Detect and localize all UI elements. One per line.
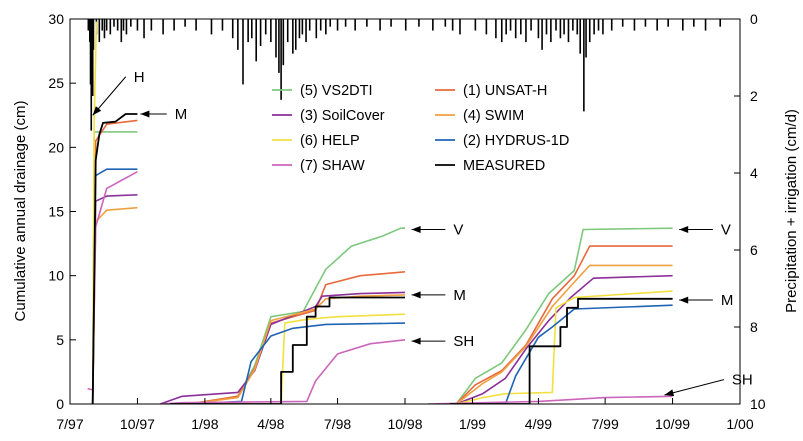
annotation-arrow-head: [679, 296, 689, 304]
series-line-2-hydrus-1d: [188, 322, 406, 404]
series-line-1-unsat-h: [455, 245, 673, 404]
y-tick-label: 15: [48, 204, 64, 220]
series-line-4-swim: [188, 294, 406, 404]
legend-label: MEASURED: [463, 158, 545, 174]
series-line-5-vs2dti: [455, 227, 673, 404]
x-tick-label: 10/97: [120, 416, 155, 432]
series-line-2-hydrus-1d: [456, 304, 673, 404]
legend-label: (1) UNSAT-H: [463, 83, 547, 99]
y-tick-label: 25: [48, 75, 64, 91]
x-tick-label: 10/99: [655, 416, 690, 432]
legend-label: (7) SHAW: [300, 158, 365, 174]
series-line-1-unsat-h: [188, 271, 406, 404]
annotation-label: SH: [732, 372, 753, 389]
series-lines: [87, 21, 673, 404]
annotation-arrow-head: [411, 291, 421, 299]
series-line-measured: [91, 113, 138, 404]
annotation-arrow-head: [140, 110, 150, 118]
annotation-arrow-head: [679, 226, 689, 233]
series-line-4-swim: [455, 264, 673, 404]
series-line-3-soilcover: [159, 291, 406, 404]
legend: (5) VS2DTI (1) UNSAT-H (3) SoilCover (4) SW…: [272, 83, 569, 174]
series-line-1-unsat-h: [91, 119, 138, 404]
annotation-arrow-line: [664, 379, 724, 396]
annotation-arrow-head: [411, 226, 421, 233]
y2-tick-label: 6: [750, 242, 758, 258]
y2-tick-label: 8: [750, 319, 758, 335]
axes: [69, 18, 741, 405]
annotation-label: M: [453, 287, 466, 304]
y-tick-label: 0: [56, 396, 64, 412]
y2-tick-label: 0: [750, 11, 758, 27]
legend-label: (4) SWIM: [463, 108, 524, 124]
y2-axis-title: Precipitation + irrigation (cm/d): [783, 109, 800, 313]
annotation-label: M: [175, 106, 188, 123]
y-tick-label: 30: [48, 11, 64, 27]
annotation-label: SH: [453, 333, 474, 350]
legend-label: (3) SoilCover: [300, 108, 385, 124]
plot-frame: [69, 18, 741, 405]
annotation-label: V: [721, 221, 731, 238]
annotations: H M V M SH V M SH: [92, 69, 753, 397]
y2-tick-label: 2: [750, 88, 758, 104]
y2-tick-label: 10: [750, 396, 766, 412]
x-tick-label: 4/98: [257, 416, 284, 432]
series-line-4-swim: [91, 206, 138, 404]
legend-label: (5) VS2DTI: [300, 83, 373, 99]
y2-tick-label: 4: [750, 165, 758, 181]
series-line-3-soilcover: [456, 274, 673, 404]
precipitation-bars: [87, 19, 722, 131]
x-tick-label: 4/99: [525, 416, 552, 432]
series-line-7-shaw: [160, 339, 406, 404]
x-tick-label: 1/99: [459, 416, 486, 432]
y-tick-label: 10: [48, 268, 64, 284]
tick-labels: 7/97 10/97 1/98 4/98 7/98 10/98 1/99 4/99 7/99 10…: [48, 11, 765, 432]
annotation-arrow-head: [664, 389, 675, 397]
y-tick-label: 20: [48, 139, 64, 155]
series-line-2-hydrus-1d: [91, 168, 138, 404]
x-tick-label: 1/98: [191, 416, 218, 432]
annotation-label: M: [721, 292, 734, 309]
annotation-arrow-head: [411, 337, 421, 345]
series-line-measured: [449, 297, 673, 404]
x-tick-label: 10/98: [387, 416, 422, 432]
series-line-3-soilcover: [91, 194, 138, 404]
y-axis-title: Cumulative annual drainage (cm): [12, 101, 29, 322]
legend-label: (2) HYDRUS-1D: [463, 133, 569, 149]
series-line-measured: [170, 296, 405, 404]
series-line-7-shaw: [427, 395, 673, 404]
annotation-arrow-head: [92, 106, 102, 116]
x-tick-label: 7/98: [324, 416, 351, 432]
series-line-6-help: [188, 313, 406, 404]
x-tick-label: 7/99: [591, 416, 618, 432]
x-tick-label: 7/97: [56, 416, 83, 432]
legend-label: (6) HELP: [300, 133, 360, 149]
y-tick-label: 5: [56, 332, 64, 348]
annotation-label: V: [453, 221, 463, 238]
series-line-6-help: [456, 290, 673, 404]
x-tick-label: 1/00: [726, 416, 753, 432]
annotation-label: H: [134, 69, 145, 86]
